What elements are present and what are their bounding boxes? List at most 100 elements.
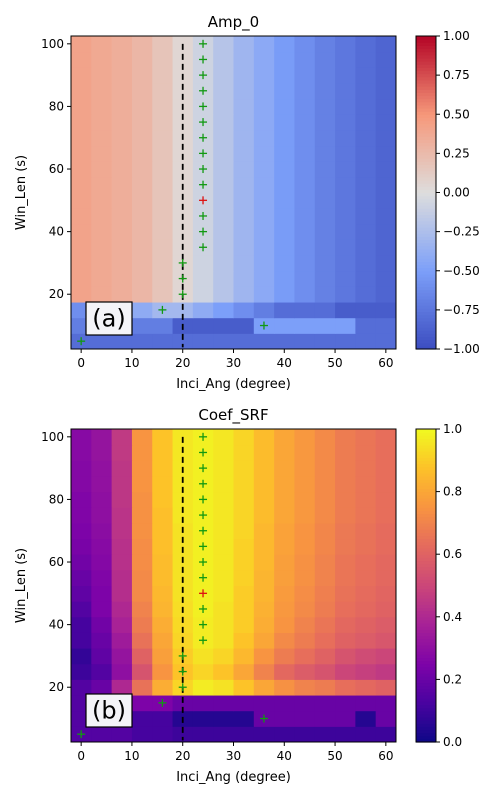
colorbar-tick-label: −0.75 <box>443 303 480 317</box>
colorbar-segment <box>416 139 436 144</box>
heatmap-cell <box>253 522 275 540</box>
heatmap-cell <box>131 36 153 53</box>
heatmap-cell <box>111 270 133 287</box>
panel-label: (a) <box>92 305 125 333</box>
heatmap-cell <box>233 679 255 696</box>
green-plus-marker <box>199 211 208 220</box>
x-tick-label: 40 <box>277 356 292 370</box>
heatmap-cell <box>375 129 397 147</box>
colorbar-segment <box>416 277 436 281</box>
heatmap-cell <box>355 616 377 633</box>
heatmap-cell <box>213 302 234 319</box>
heatmap-cell <box>111 286 133 303</box>
heatmap-cell <box>91 507 113 524</box>
colorbar-segment <box>416 245 436 250</box>
x-tick-label: 50 <box>327 749 342 763</box>
colorbar-segment <box>416 663 436 668</box>
heatmap-cell <box>91 176 113 193</box>
colorbar-segment <box>416 598 436 602</box>
heatmap-cell <box>233 114 255 131</box>
heatmap-cell <box>253 67 275 84</box>
colorbar-tick-label: −0.25 <box>443 225 480 239</box>
heatmap-cell <box>213 129 234 147</box>
heatmap-cell <box>335 632 356 649</box>
colorbar-tick-label: 0.25 <box>443 146 470 160</box>
heatmap-cell <box>294 679 316 696</box>
heatmap-cell <box>314 51 336 68</box>
heatmap-cell <box>314 82 336 100</box>
heatmap-cell <box>355 82 377 100</box>
heatmap-cell <box>213 538 234 555</box>
colorbar-segment <box>416 654 436 659</box>
heatmap-cell <box>111 333 133 350</box>
heatmap-cell <box>314 176 336 193</box>
heatmap-cell <box>274 302 295 319</box>
colorbar-segment <box>416 320 436 325</box>
colorbar-segment <box>416 98 436 103</box>
heatmap-cell <box>233 616 255 633</box>
colorbar-segment <box>416 544 436 549</box>
heatmap-cell <box>253 585 275 602</box>
heatmap-cell <box>91 129 113 147</box>
heatmap-cell <box>152 161 174 178</box>
heatmap-cell <box>375 302 397 319</box>
heatmap-cell <box>233 302 255 319</box>
colorbar-segment <box>416 114 436 118</box>
heatmap-cell <box>172 223 194 240</box>
heatmap-cell <box>314 475 336 493</box>
heatmap-cell <box>274 569 295 586</box>
heatmap-cell <box>314 585 336 602</box>
heatmap-cell <box>111 98 133 115</box>
colorbar-segment <box>416 494 436 499</box>
heatmap-cell <box>233 460 255 477</box>
colorbar-segment <box>416 136 436 140</box>
x-axis-label: Inci_Ang (degree) <box>176 770 291 785</box>
heatmap-cell <box>253 475 275 493</box>
green-plus-marker <box>199 86 208 95</box>
heatmap-cell <box>71 51 92 68</box>
heatmap-cell <box>152 176 174 193</box>
heatmap-cell <box>294 82 316 100</box>
heatmap-cell <box>71 255 92 272</box>
heatmap-cell <box>71 648 92 665</box>
colorbar-segment <box>416 582 436 587</box>
heatmap-cell <box>294 585 316 602</box>
heatmap-cell <box>253 679 275 696</box>
heatmap-cell <box>274 507 295 524</box>
heatmap-cell <box>111 444 133 461</box>
heatmap-cell <box>213 522 234 540</box>
green-plus-marker <box>199 71 208 80</box>
colorbar-tick-label: 0.00 <box>443 186 470 200</box>
colorbar-segment <box>416 308 436 313</box>
heatmap-cell <box>152 286 174 303</box>
heatmap-cell <box>375 491 397 508</box>
heatmap-cell <box>152 444 174 461</box>
x-tick-label: 30 <box>226 749 241 763</box>
heatmap-cell <box>71 554 92 571</box>
colorbar-segment <box>416 170 436 175</box>
heatmap-cell <box>375 145 397 162</box>
colorbar-segment <box>416 591 436 596</box>
heatmap-cell <box>274 585 295 602</box>
colorbar-segment <box>416 607 436 612</box>
heatmap-cell <box>213 616 234 633</box>
colorbar-segment <box>416 302 436 306</box>
heatmap-cell <box>314 36 336 53</box>
heatmap-cell <box>274 695 295 712</box>
heatmap-cell <box>375 554 397 571</box>
colorbar-tick-label: 0.6 <box>443 547 462 561</box>
heatmap-cell <box>375 239 397 256</box>
heatmap-cell <box>274 429 295 446</box>
heatmap-cell <box>131 98 153 115</box>
y-tick-label: 80 <box>49 99 64 113</box>
heatmap-cell <box>71 145 92 162</box>
colorbar-segment <box>416 735 436 740</box>
heatmap-cell <box>152 82 174 100</box>
heatmap-cell <box>71 270 92 287</box>
heatmap-cell <box>152 98 174 115</box>
heatmap-cell <box>294 632 316 649</box>
y-axis-label: Win_Len (s) <box>14 155 29 230</box>
heatmap-cell <box>314 695 336 712</box>
colorbar-segment <box>416 186 436 190</box>
